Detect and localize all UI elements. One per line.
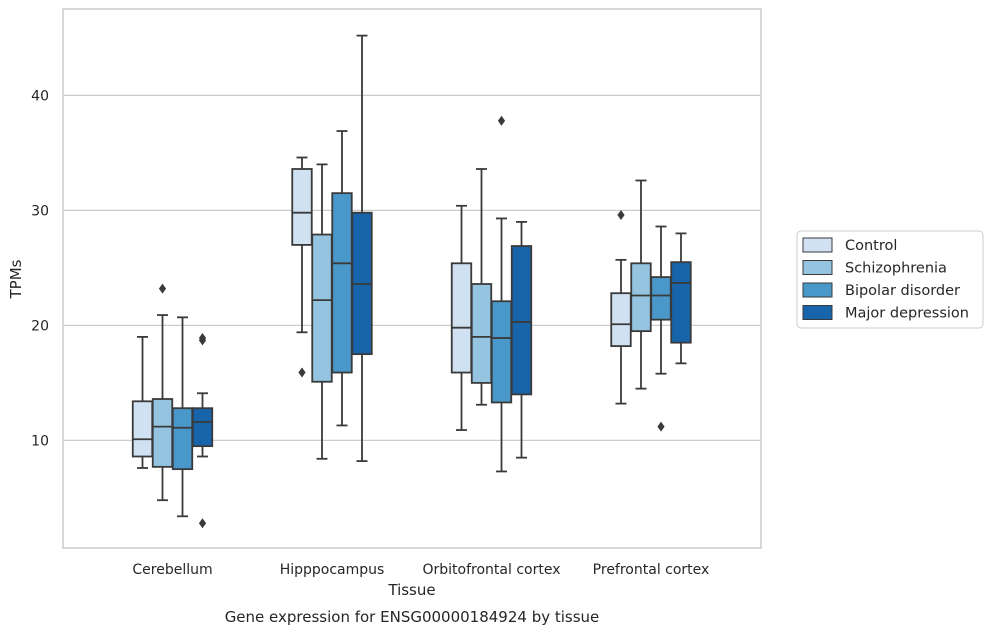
iqr-box	[450, 262, 473, 374]
y-tick-label: 40	[31, 88, 49, 104]
boxes	[131, 34, 692, 529]
box-major-depression	[510, 220, 533, 459]
plot-frame	[62, 8, 762, 549]
x-tick-label: Hipppocampus	[280, 562, 385, 578]
y-tick-label: 20	[31, 318, 49, 334]
box-schizophrenia	[151, 283, 174, 502]
outlier-point	[298, 367, 306, 378]
iqr-box	[490, 300, 513, 404]
box-bipolar-disorder	[171, 316, 194, 518]
iqr-box	[331, 192, 353, 374]
outlier-point	[497, 115, 506, 126]
box-major-depression	[670, 232, 692, 365]
y-tick-label: 30	[31, 203, 49, 219]
iqr-box	[630, 262, 652, 333]
box-control	[291, 156, 313, 378]
iqr-box	[171, 407, 194, 471]
box-major-depression	[351, 34, 373, 463]
x-tick-label: Orbitofrontal cortex	[423, 562, 561, 578]
outlier-point	[158, 283, 167, 294]
iqr-box	[151, 398, 174, 468]
legend: Control Schizophrenia Bipolar disorder Majo…	[796, 230, 984, 329]
box-bipolar-disorder	[331, 130, 353, 427]
x-axis-label: Tissue	[387, 581, 435, 599]
box-schizophrenia	[630, 179, 652, 390]
outlier-point	[198, 333, 207, 344]
iqr-box	[131, 400, 154, 458]
x-tick-label: Prefrontal cortex	[593, 562, 710, 578]
iqr-box	[510, 245, 533, 396]
y-tick-labels: 10 20 30 40	[31, 88, 49, 449]
box-control	[131, 335, 154, 469]
outlier-point	[657, 421, 665, 432]
iqr-box	[650, 276, 672, 321]
iqr-box	[610, 292, 632, 348]
legend-swatch	[802, 282, 833, 298]
iqr-box	[670, 261, 692, 344]
outlier-point	[198, 518, 207, 529]
box-bipolar-disorder	[650, 225, 672, 432]
box-control	[450, 204, 473, 431]
box-major-depression	[191, 333, 214, 529]
iqr-box	[470, 283, 493, 384]
x-tick-labels: Cerebellum Hipppocampus Orbitofrontal cort…	[132, 562, 709, 578]
outlier-point	[617, 210, 625, 220]
legend-frame	[796, 230, 984, 329]
legend-label: Major depression	[845, 306, 969, 322]
y-axis-label: TPMs	[7, 259, 25, 299]
x-tick-label: Cerebellum	[132, 562, 212, 578]
legend-swatch	[802, 305, 833, 320]
legend-label: Bipolar disorder	[845, 283, 960, 299]
legend-label: Schizophrenia	[845, 261, 947, 277]
legend-swatch	[802, 237, 833, 253]
chart-caption: Gene expression for ENSG00000184924 by t…	[225, 608, 600, 626]
iqr-box	[291, 168, 313, 246]
iqr-box	[311, 233, 333, 383]
y-tick-label: 10	[31, 433, 49, 449]
legend-swatch	[802, 260, 833, 275]
iqr-box	[191, 407, 214, 448]
legend-label: Control	[845, 238, 897, 254]
